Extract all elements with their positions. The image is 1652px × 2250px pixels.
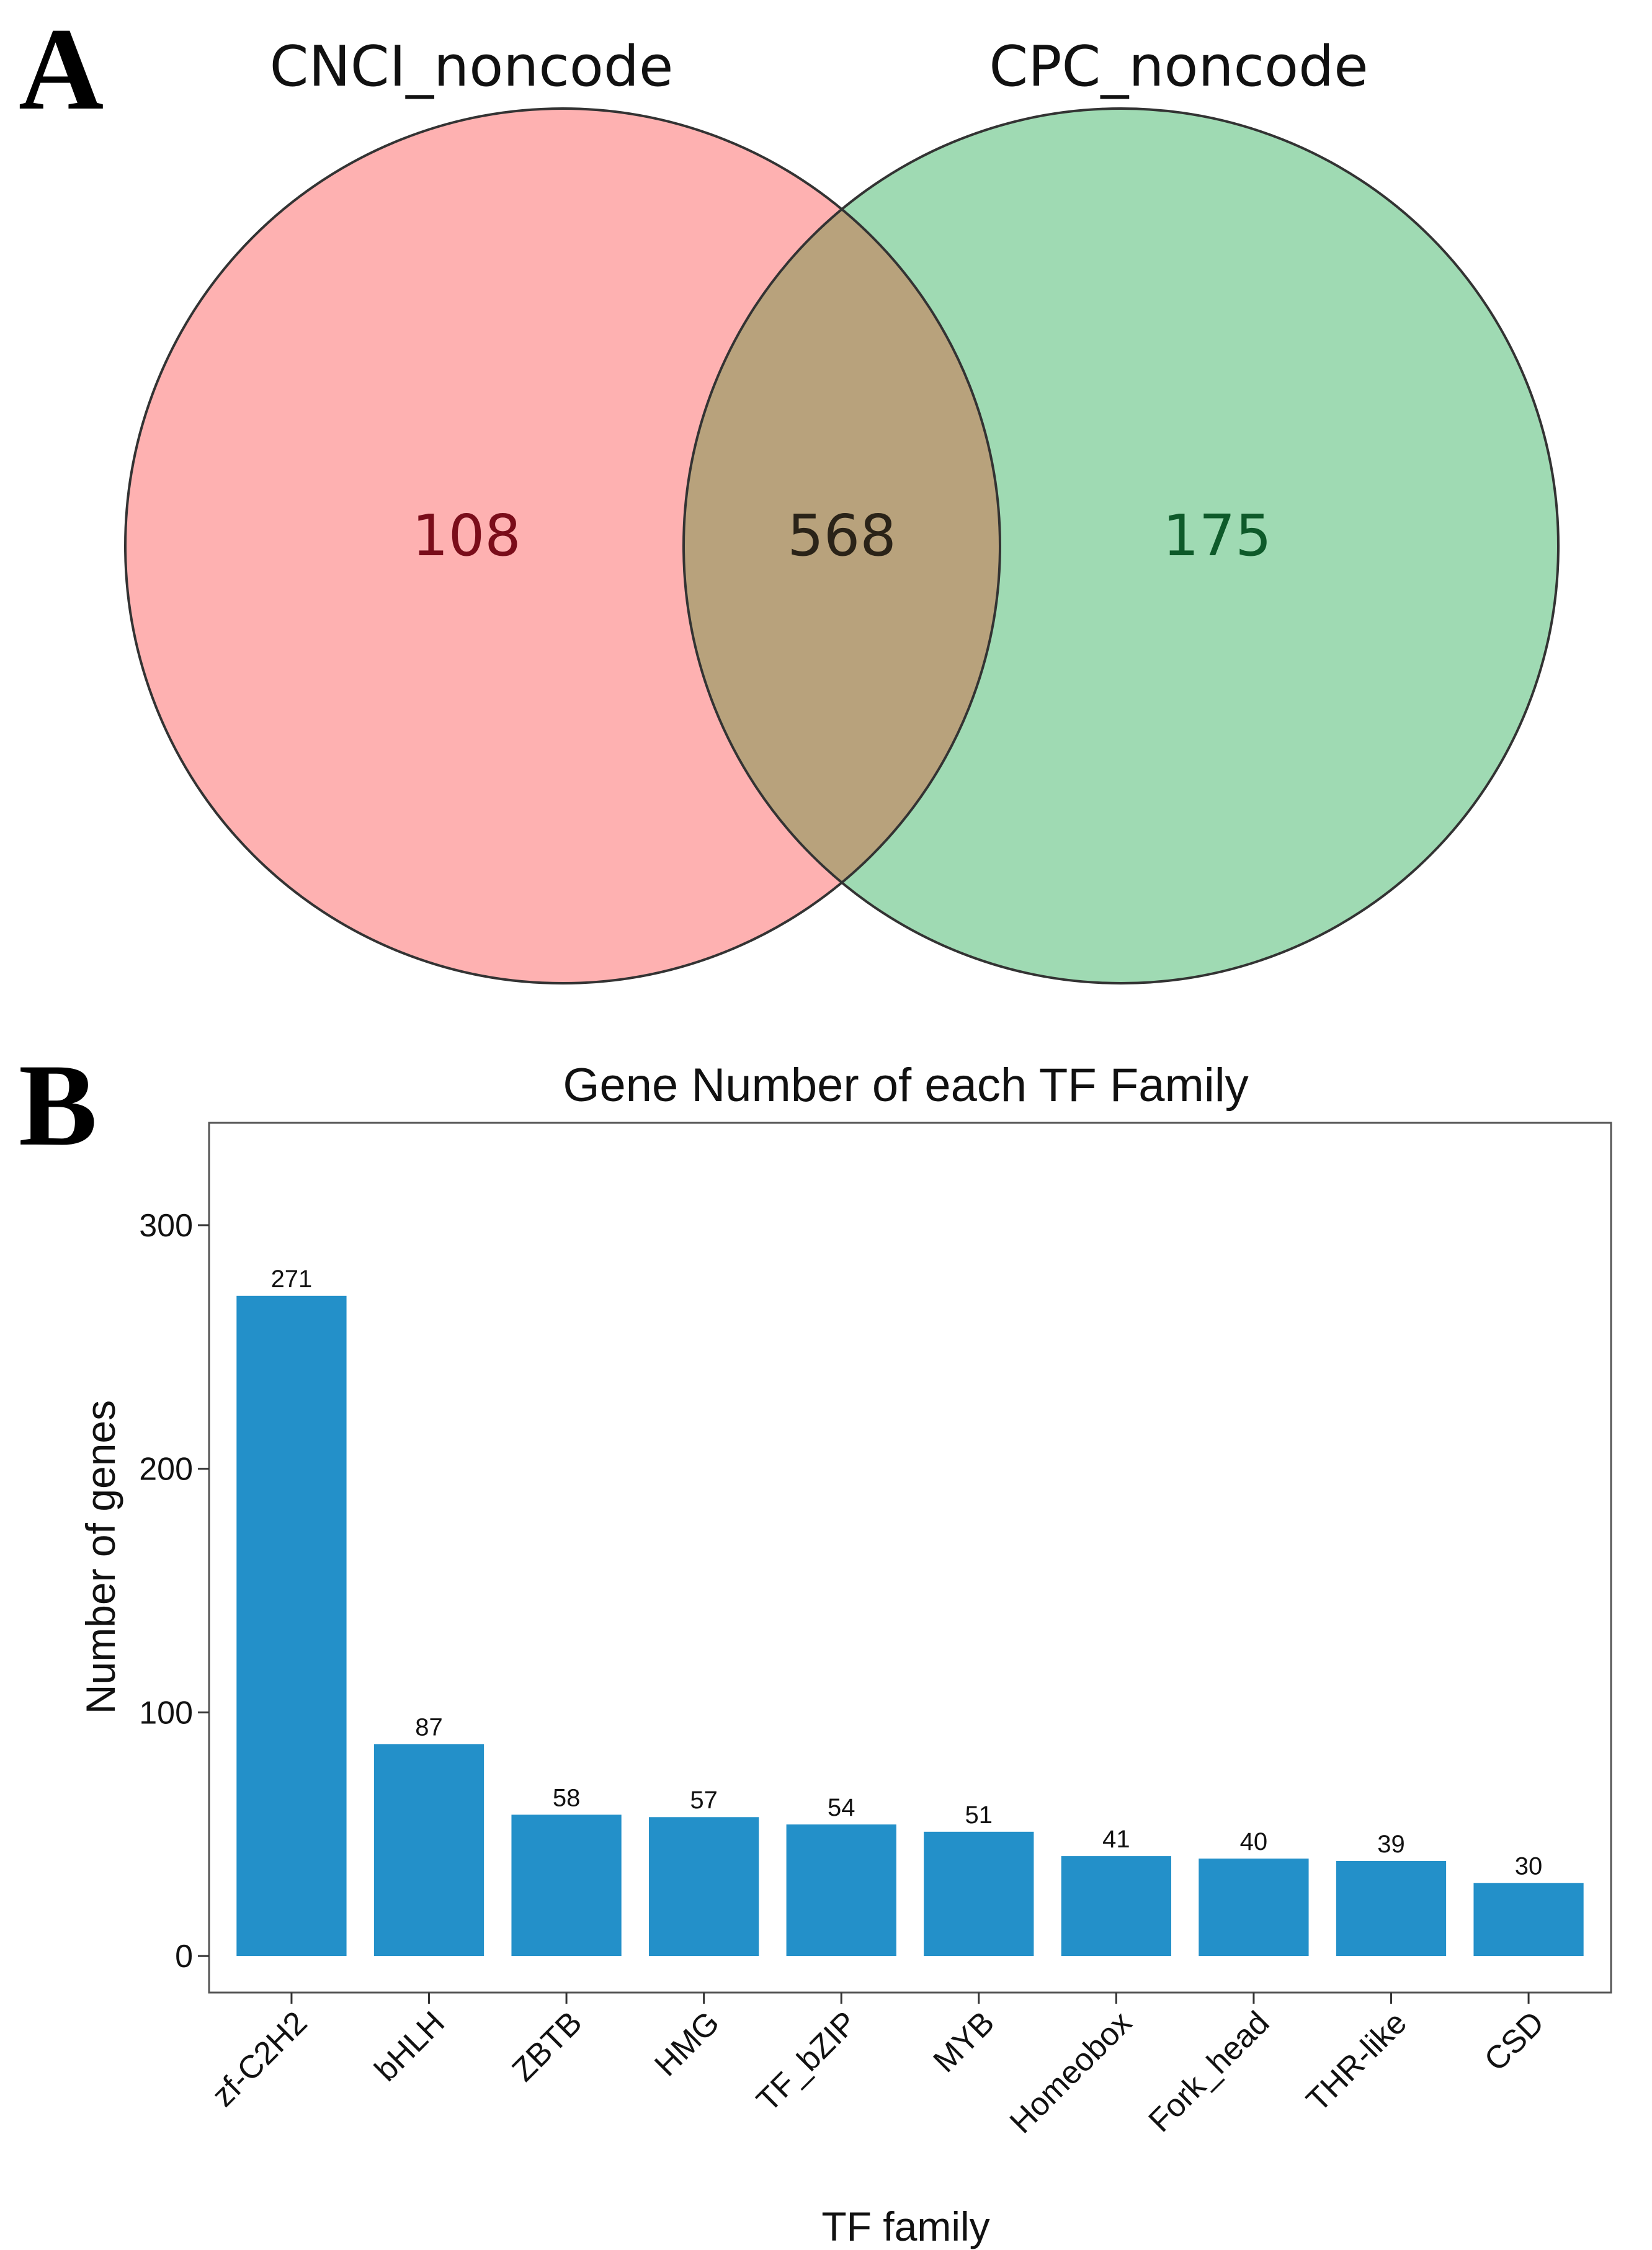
bar-value-label: 39 bbox=[1377, 1831, 1405, 1858]
bar-CSD bbox=[1473, 1883, 1584, 1957]
venn-set-right-title: CPC_noncode bbox=[989, 34, 1368, 99]
venn-count-intersection: 568 bbox=[787, 502, 896, 569]
x-tick-label: THR-like bbox=[1300, 2004, 1414, 2118]
y-tick-label: 300 bbox=[139, 1208, 193, 1244]
venn-set-left-title: CNCI_noncode bbox=[270, 34, 674, 99]
y-axis: 0 100 200 300 bbox=[139, 1208, 209, 1975]
bar-value-label: 41 bbox=[1102, 1826, 1130, 1853]
venn-count-left: 108 bbox=[412, 502, 521, 569]
bar-value-label: 54 bbox=[828, 1794, 855, 1821]
bar-chart-panel: B Gene Number of each TF Family 0 100 200 3… bbox=[19, 1040, 1612, 2249]
x-tick-label: HMG bbox=[648, 2004, 726, 2083]
x-tick-label: Fork_head bbox=[1142, 2004, 1277, 2139]
bar-Homeobox bbox=[1061, 1856, 1171, 1957]
bar-value-label: 51 bbox=[965, 1801, 993, 1829]
y-tick-label: 200 bbox=[139, 1452, 193, 1488]
y-axis-title: Number of genes bbox=[78, 1400, 123, 1714]
plot-panel-border bbox=[208, 1122, 1612, 1994]
x-tick-label: bHLH bbox=[368, 2004, 452, 2088]
bar-value-label: 30 bbox=[1515, 1852, 1543, 1880]
bar-HMG bbox=[649, 1817, 759, 1957]
bar-TF_bZIP bbox=[786, 1824, 896, 1957]
x-tick-label: TF_bZIP bbox=[750, 2004, 864, 2118]
x-tick-label: MYB bbox=[927, 2004, 1002, 2079]
bars: 271 87 58 57 54 51 41 40 39 30 bbox=[236, 1266, 1584, 1957]
y-tick-label: 100 bbox=[139, 1695, 193, 1731]
bar-value-label: 87 bbox=[415, 1713, 443, 1741]
x-axis: zf-C2H2 bHLH ZBTB HMG TF_bZIP MYB Homeobox Fork… bbox=[205, 1993, 1552, 2140]
venn-circle-right-outline bbox=[682, 107, 1560, 984]
bar-ZBTB bbox=[511, 1815, 622, 1957]
venn-count-right: 175 bbox=[1163, 502, 1272, 569]
chart-title: Gene Number of each TF Family bbox=[563, 1059, 1248, 1112]
y-tick-label: 0 bbox=[175, 1939, 193, 1975]
panel-letter-b: B bbox=[19, 1040, 97, 1171]
x-axis-title: TF family bbox=[821, 2203, 989, 2249]
bar-value-label: 271 bbox=[271, 1266, 313, 1293]
bar-Fork_head bbox=[1199, 1859, 1309, 1957]
venn-intersection bbox=[684, 109, 1000, 983]
bar-bHLH bbox=[373, 1744, 484, 1957]
x-tick-label: CSD bbox=[1478, 2004, 1552, 2078]
bar-zf-C2H2 bbox=[236, 1295, 347, 1957]
x-tick-label: zf-C2H2 bbox=[205, 2004, 315, 2114]
bar-value-label: 40 bbox=[1240, 1828, 1268, 1855]
venn-circle-left-outline bbox=[124, 107, 1001, 984]
bar-MYB bbox=[924, 1831, 1034, 1957]
x-tick-label: Homeobox bbox=[1003, 2004, 1139, 2140]
x-tick-label: ZBTB bbox=[506, 2004, 589, 2088]
bar-value-label: 57 bbox=[690, 1787, 718, 1814]
bar-THR-like bbox=[1336, 1860, 1447, 1957]
panel-letter-a: A bbox=[19, 4, 104, 135]
venn-panel: A CNCI_noncode CPC_noncode 108 568 175 bbox=[19, 4, 1560, 984]
bar-value-label: 58 bbox=[553, 1784, 581, 1811]
